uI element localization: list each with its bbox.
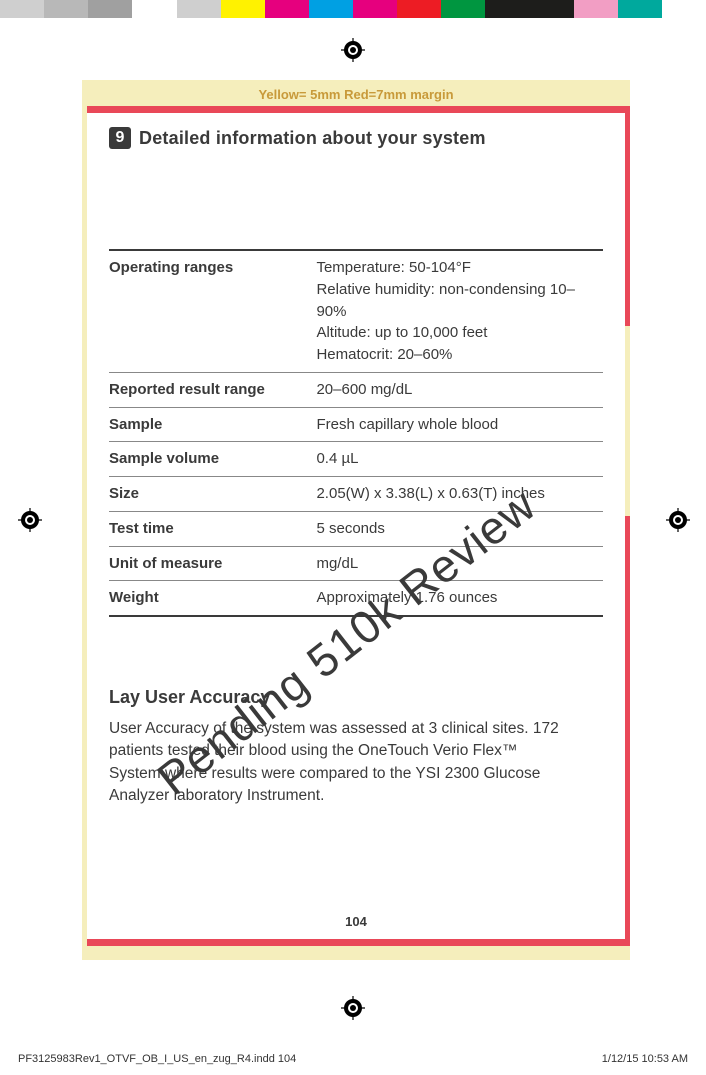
registration-mark-icon <box>666 508 690 532</box>
red-stripe <box>625 516 630 946</box>
color-swatch <box>441 0 485 18</box>
color-swatch <box>353 0 397 18</box>
spec-label: Reported result range <box>109 372 316 407</box>
color-swatch <box>574 0 618 18</box>
table-row: Operating rangesTemperature: 50-104°F Re… <box>109 250 603 372</box>
registration-mark-icon <box>341 38 365 62</box>
table-row: Test time5 seconds <box>109 511 603 546</box>
color-swatch <box>132 0 176 18</box>
spec-label: Operating ranges <box>109 250 316 372</box>
lay-body: User Accuracy of the system was assessed… <box>109 718 569 808</box>
table-row: WeightApproximately 1.76 ounces <box>109 581 603 616</box>
page-content: 9 Detailed information about your system… <box>87 106 625 946</box>
spec-label: Sample volume <box>109 442 316 477</box>
table-row: Size2.05(W) x 3.38(L) x 0.63(T) inches <box>109 477 603 512</box>
print-color-bar <box>0 0 706 18</box>
spec-label: Weight <box>109 581 316 616</box>
page-number: 104 <box>87 914 625 929</box>
spec-value: mg/dL <box>316 546 603 581</box>
registration-mark-icon <box>18 508 42 532</box>
color-swatch <box>44 0 88 18</box>
red-stripe <box>625 106 630 326</box>
color-swatch <box>0 0 44 18</box>
spec-label: Size <box>109 477 316 512</box>
spec-value: Fresh capillary whole blood <box>316 407 603 442</box>
spec-label: Test time <box>109 511 316 546</box>
spec-value: Temperature: 50-104°F Relative humidity:… <box>316 250 603 372</box>
color-swatch <box>618 0 662 18</box>
lay-heading: Lay User Accuracy <box>109 687 603 708</box>
section-title: Detailed information about your system <box>139 128 486 149</box>
table-row: Reported result range20–600 mg/dL <box>109 372 603 407</box>
spec-value: 5 seconds <box>316 511 603 546</box>
registration-mark-icon <box>341 996 365 1020</box>
color-swatch <box>88 0 132 18</box>
spec-value: 20–600 mg/dL <box>316 372 603 407</box>
slug-timestamp: 1/12/15 10:53 AM <box>602 1053 688 1065</box>
color-swatch <box>662 0 706 18</box>
table-row: Unit of measuremg/dL <box>109 546 603 581</box>
margin-label: Yellow= 5mm Red=7mm margin <box>87 87 625 102</box>
spec-label: Sample <box>109 407 316 442</box>
color-swatch <box>397 0 441 18</box>
color-swatch <box>177 0 221 18</box>
section-header: 9 Detailed information about your system <box>109 127 603 149</box>
table-row: Sample volume0.4 µL <box>109 442 603 477</box>
print-slug: PF3125983Rev1_OTVF_OB_I_US_en_zug_R4.ind… <box>18 1053 688 1065</box>
spec-label: Unit of measure <box>109 546 316 581</box>
color-swatch <box>485 0 529 18</box>
section-number-badge: 9 <box>109 127 131 149</box>
color-swatch <box>530 0 574 18</box>
page-outer: Yellow= 5mm Red=7mm margin 9 Detailed in… <box>82 80 630 960</box>
spec-value: 2.05(W) x 3.38(L) x 0.63(T) inches <box>316 477 603 512</box>
color-swatch <box>265 0 309 18</box>
table-row: SampleFresh capillary whole blood <box>109 407 603 442</box>
color-swatch <box>309 0 353 18</box>
color-swatch <box>221 0 265 18</box>
spec-table: Operating rangesTemperature: 50-104°F Re… <box>109 249 603 617</box>
spec-value: Approximately 1.76 ounces <box>316 581 603 616</box>
slug-file: PF3125983Rev1_OTVF_OB_I_US_en_zug_R4.ind… <box>18 1053 296 1065</box>
spec-value: 0.4 µL <box>316 442 603 477</box>
